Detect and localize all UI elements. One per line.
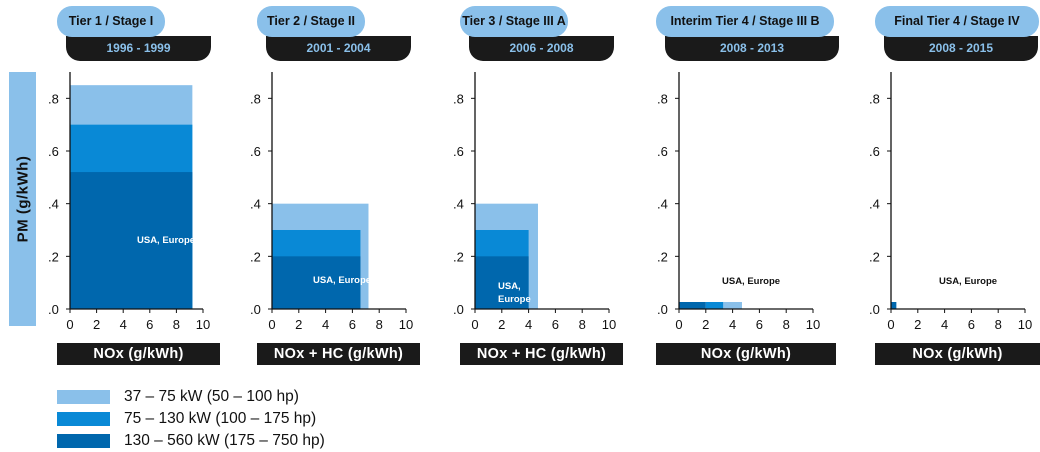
y-tick-label: .0 [869, 302, 880, 317]
legend-label: 37 – 75 kW (50 – 100 hp) [124, 388, 299, 405]
x-tick-label: 6 [756, 317, 763, 332]
y-axis-label-box: PM (g/kWh) [9, 72, 36, 326]
years-label: 2008 - 2015 [884, 36, 1038, 61]
x-axis-label: NOx + HC (g/kWh) [460, 343, 623, 365]
y-tick-label: .2 [869, 249, 880, 264]
x-tick-label: 8 [173, 317, 180, 332]
x-tick-label: 8 [579, 317, 586, 332]
y-tick-label: .6 [869, 144, 880, 159]
x-tick-label: 4 [729, 317, 736, 332]
y-tick-label: .2 [48, 249, 59, 264]
y-tick-label: .6 [453, 144, 464, 159]
y-tick-label: .2 [657, 249, 668, 264]
legend-swatch [57, 412, 110, 426]
emission-region [272, 256, 361, 309]
x-tick-label: 8 [995, 317, 1002, 332]
x-tick-label: 0 [471, 317, 478, 332]
years-label: 1996 - 1999 [66, 36, 211, 61]
x-tick-label: 2 [702, 317, 709, 332]
x-tick-label: 0 [268, 317, 275, 332]
x-tick-label: 10 [1018, 317, 1032, 332]
region-label: USA, Europe [939, 276, 997, 287]
tier-label: Final Tier 4 / Stage IV [875, 6, 1039, 37]
years-label: 2006 - 2008 [469, 36, 614, 61]
chart-panel: USA, Europe .0 .2 .4 .6 .8 0 2 4 6 8 10 [453, 72, 616, 332]
x-tick-label: 6 [349, 317, 356, 332]
years-label: 2008 - 2013 [665, 36, 839, 61]
tier-label: Tier 2 / Stage II [257, 6, 365, 37]
x-tick-label: 2 [498, 317, 505, 332]
region-label: USA, Europe [313, 275, 371, 286]
x-axis-label: NOx (g/kWh) [656, 343, 836, 365]
y-tick-label: .4 [869, 197, 880, 212]
y-tick-label: .4 [657, 197, 668, 212]
region-label: USA, Europe [722, 276, 780, 287]
y-tick-label: .6 [657, 144, 668, 159]
y-tick-label: .8 [869, 91, 880, 106]
x-tick-label: 2 [295, 317, 302, 332]
y-tick-label: .6 [250, 144, 261, 159]
x-tick-label: 8 [783, 317, 790, 332]
y-tick-label: .4 [250, 197, 261, 212]
emission-region [475, 256, 529, 309]
x-axis-label: NOx + HC (g/kWh) [257, 343, 420, 365]
emission-region [723, 302, 742, 309]
x-tick-label: 10 [806, 317, 820, 332]
x-tick-label: 4 [120, 317, 127, 332]
legend-label: 75 – 130 kW (100 – 175 hp) [124, 410, 317, 427]
region-label: USA, [498, 281, 521, 292]
region-label: Europe [498, 294, 531, 305]
x-tick-label: 4 [941, 317, 948, 332]
legend-swatch [57, 434, 110, 448]
x-tick-label: 10 [602, 317, 616, 332]
y-tick-label: .6 [48, 144, 59, 159]
y-tick-label: .4 [453, 197, 464, 212]
tier-label: Interim Tier 4 / Stage III B [656, 6, 834, 37]
x-tick-label: 10 [196, 317, 210, 332]
tier-label: Tier 1 / Stage I [57, 6, 165, 37]
y-tick-label: .4 [48, 197, 59, 212]
x-tick-label: 2 [93, 317, 100, 332]
y-tick-label: .0 [250, 302, 261, 317]
x-tick-label: 2 [914, 317, 921, 332]
emission-region [70, 172, 193, 309]
years-label: 2001 - 2004 [266, 36, 411, 61]
x-axis-label: NOx (g/kWh) [57, 343, 220, 365]
x-tick-label: 0 [66, 317, 73, 332]
chart-panel: USA, Europe .0 .2 .4 .6 .8 0 2 4 6 8 10 [657, 72, 820, 332]
x-tick-label: 0 [887, 317, 894, 332]
legend-label: 130 – 560 kW (175 – 750 hp) [124, 432, 325, 449]
y-tick-label: .0 [453, 302, 464, 317]
y-tick-label: .2 [250, 249, 261, 264]
y-tick-label: .2 [453, 249, 464, 264]
x-tick-label: 4 [525, 317, 532, 332]
x-tick-label: 4 [322, 317, 329, 332]
chart-panel: USA, Europe .0 .2 .4 .6 .8 0 2 4 6 8 10 [48, 72, 210, 332]
y-tick-label: .0 [657, 302, 668, 317]
x-tick-label: 8 [376, 317, 383, 332]
x-axis-label: NOx (g/kWh) [875, 343, 1040, 365]
emission-region [705, 302, 724, 309]
emission-region [679, 302, 706, 309]
x-tick-label: 6 [552, 317, 559, 332]
x-tick-label: 6 [968, 317, 975, 332]
y-tick-label: .8 [48, 91, 59, 106]
emission-region [891, 302, 897, 309]
x-tick-label: 6 [146, 317, 153, 332]
tier-label: Tier 3 / Stage III A [460, 6, 568, 37]
x-tick-label: 0 [675, 317, 682, 332]
chart-panel: USA, Europe .0 .2 .4 .6 .8 0 2 4 6 8 10 [869, 72, 1032, 332]
chart-panel: USA, Europe .0 .2 .4 .6 .8 0 2 4 6 8 10 [250, 72, 413, 332]
y-tick-label: .8 [250, 91, 261, 106]
y-tick-label: .8 [453, 91, 464, 106]
legend-swatch [57, 390, 110, 404]
y-tick-label: .8 [657, 91, 668, 106]
region-label: USA, Europe [137, 235, 195, 246]
x-tick-label: 10 [399, 317, 413, 332]
y-tick-label: .0 [48, 302, 59, 317]
